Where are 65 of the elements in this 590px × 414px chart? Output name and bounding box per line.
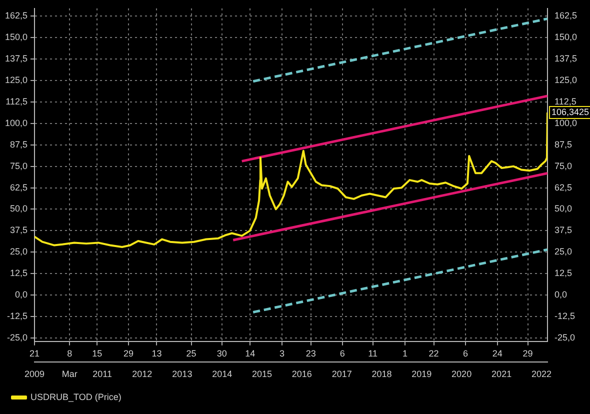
annotation: 106,3425 [551,107,590,118]
x2-tick-label: 2013 [172,369,192,380]
y-tick-label: 150,0 [4,32,28,42]
x2-tick-label: 2021 [492,369,512,380]
y-tick-label: 162,5 [4,10,28,21]
x-tick-label: 24 [492,348,502,358]
legend-label: USDRUB_TOD (Price) [30,392,122,402]
x-tick-label: 11 [368,348,378,358]
y2-tick-label: 87,5 [554,139,572,150]
y2-tick-label: 150,0 [554,32,578,42]
y-tick-label: 75,0 [10,160,28,171]
x2-tick-label: 2018 [372,369,392,380]
x2-tick-label: 2022 [531,369,552,380]
x-tick-label: 30 [216,348,227,358]
y-tick-label: 0,0 [15,290,28,300]
x-tick-label: 25 [186,348,196,358]
y2-tick-label: 100,0 [554,118,578,128]
x2-tick-label: 2017 [332,369,352,380]
x2-tick-label: 2019 [412,369,432,380]
y-tick-label: 25,0 [10,246,28,257]
y2-tick-label: 25,0 [554,246,572,257]
x-tick-label: 8 [67,348,72,358]
y2-tick-label: 37,5 [554,225,572,236]
y2-tick-label: 162,5 [554,10,578,21]
x-tick-label: 13 [152,348,162,358]
y2-tick-label: -25,0 [554,332,575,342]
x-tick-label: 1 [402,348,408,358]
x2-tick-label: 2020 [452,369,472,380]
y-tick-label: 125,0 [4,74,28,85]
x2-tick-label: Mar [62,369,78,380]
y2-tick-label: 62,5 [554,182,572,192]
y2-tick-label: 50,0 [554,204,572,214]
x2-tick-label: 2015 [252,369,272,380]
x-tick-label: 14 [245,348,256,358]
y-tick-label: 37,5 [10,225,28,236]
x2-tick-label: 2014 [212,369,232,380]
x-tick-label: 22 [428,348,439,358]
y2-tick-label: 112,5 [554,96,576,106]
y2-tick-label: -12,5 [554,310,575,321]
x-tick-label: 29 [124,348,134,358]
y-tick-label: 62,5 [10,182,28,192]
x-tick-label: 3 [279,348,284,358]
y-tick-label: 50,0 [10,204,28,214]
x-tick-label: 15 [92,348,102,358]
x2-tick-label: 2016 [292,369,312,380]
y2-tick-label: 0,0 [554,290,567,300]
y-tick-label: 100,0 [4,118,28,128]
y-tick-label: -25,0 [7,332,28,342]
x-tick-label: 29 [522,348,533,358]
y2-tick-label: 75,0 [554,160,572,171]
x2-tick-label: 2011 [92,369,112,380]
x2-tick-label: 2009 [24,369,45,380]
y2-tick-label: 125,0 [554,74,578,85]
y-tick-label: -12,5 [7,310,28,321]
y-tick-label: 12,5 [10,268,28,278]
y2-tick-label: 137,5 [554,54,578,64]
y-tick-label: 87,5 [10,139,28,150]
x-tick-label: 23 [306,348,316,358]
x-tick-label: 6 [462,348,468,358]
x2-tick-label: 2012 [132,369,152,380]
y2-tick-label: 12,5 [554,268,572,278]
y-tick-label: 112,5 [6,96,28,106]
x-tick-label: 6 [340,348,345,358]
x-tick-label: 21 [30,348,40,358]
y-tick-label: 137,5 [4,54,28,64]
